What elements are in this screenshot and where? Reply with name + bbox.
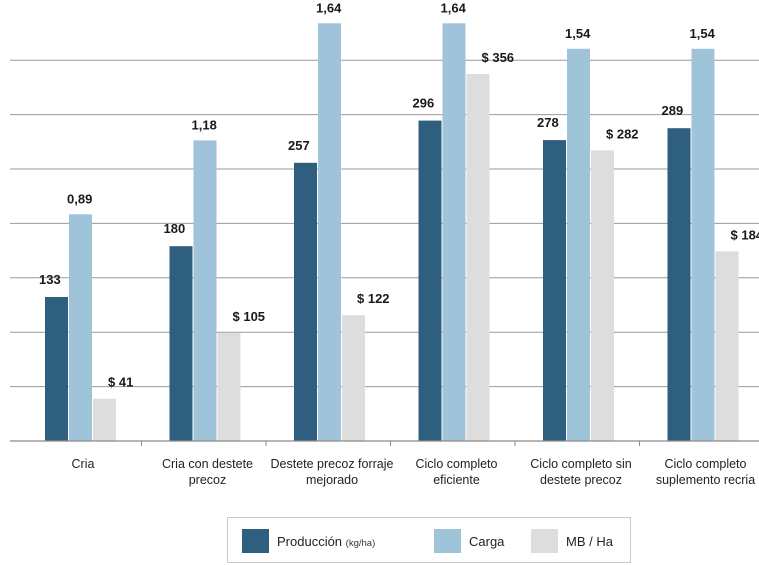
data-label-produccion: 133 [39, 272, 61, 287]
legend-item-carga: Carga [434, 529, 504, 553]
legend-label-produccion: Producción [277, 533, 343, 549]
bar-carga [442, 23, 466, 442]
data-label-mb-ha: $ 184 [731, 227, 759, 242]
bar-chart: 133 0,89 $ 41 180 1,18 $ 105 257 1,64 $ 122 296 1,… [10, 0, 759, 487]
bar-mb-ha [93, 398, 116, 441]
data-label-carga: 0,89 [67, 191, 92, 206]
category-label: suplemento recria [656, 473, 755, 487]
bar-produccion [45, 297, 68, 441]
category-label: eficiente [433, 473, 480, 487]
legend-label-mb-ha: MB / Ha [566, 533, 613, 549]
bar-mb-ha [217, 332, 241, 442]
data-label-produccion: 180 [164, 221, 186, 236]
data-label-carga: 1,54 [565, 26, 591, 41]
data-label-produccion: 257 [288, 138, 310, 153]
data-label-mb-ha: $ 41 [108, 375, 133, 390]
legend: Producción (kg/ha) Carga MB / Ha [227, 517, 631, 563]
legend-label-carga: Carga [469, 533, 505, 549]
bar-mb-ha [715, 251, 739, 441]
category-label: mejorado [306, 473, 358, 487]
value-labels: 133 0,89 $ 41 180 1,18 $ 105 257 1,64 $ 122 296 1,… [39, 0, 759, 389]
legend-unit-produccion: (kg/ha) [345, 537, 376, 549]
data-label-mb-ha: $ 356 [482, 50, 515, 65]
legend-item-mb-ha: MB / Ha [531, 529, 613, 553]
bar-mb-ha [591, 150, 614, 442]
bar-carga [69, 214, 92, 441]
bar-carga [567, 48, 590, 442]
legend-item-produccion: Producción (kg/ha) [242, 529, 375, 553]
bar-mb-ha [342, 315, 365, 441]
bar-carga [193, 140, 217, 441]
data-label-mb-ha: $ 105 [233, 309, 266, 324]
legend-swatch-mb-ha [531, 529, 558, 553]
bar-produccion [667, 128, 691, 441]
legend-swatch-produccion [242, 529, 269, 553]
data-label-mb-ha: $ 282 [606, 126, 639, 141]
data-label-carga: 1,64 [441, 0, 467, 15]
x-axis [10, 440, 759, 446]
legend-swatch-carga [434, 529, 461, 553]
bar-mb-ha [466, 74, 490, 441]
bar-produccion [543, 140, 566, 441]
category-label: Cria [72, 457, 95, 471]
bar-produccion [169, 246, 193, 441]
category-label: Cria con destete [162, 457, 253, 471]
category-label: Ciclo completo [416, 457, 498, 471]
data-label-carga: 1,18 [192, 117, 217, 132]
bar-produccion [418, 120, 442, 441]
category-labels: Cria Cria con destete precoz Destete precoz… [72, 457, 756, 487]
bar-produccion [294, 162, 317, 442]
data-label-produccion: 296 [413, 96, 435, 111]
category-label: destete precoz [540, 473, 622, 487]
data-label-carga: 1,54 [690, 26, 716, 41]
data-label-produccion: 289 [662, 103, 684, 118]
bars [45, 23, 739, 442]
category-label: Ciclo completo sin [530, 457, 631, 471]
category-label: Destete precoz forraje [271, 457, 394, 471]
category-label: precoz [189, 473, 227, 487]
bar-carga [691, 48, 715, 442]
data-label-produccion: 278 [537, 115, 559, 130]
category-label: Ciclo completo [665, 457, 747, 471]
gridlines [10, 59, 759, 388]
data-label-mb-ha: $ 122 [357, 291, 390, 306]
data-label-carga: 1,64 [316, 0, 342, 15]
bar-carga [318, 23, 341, 442]
